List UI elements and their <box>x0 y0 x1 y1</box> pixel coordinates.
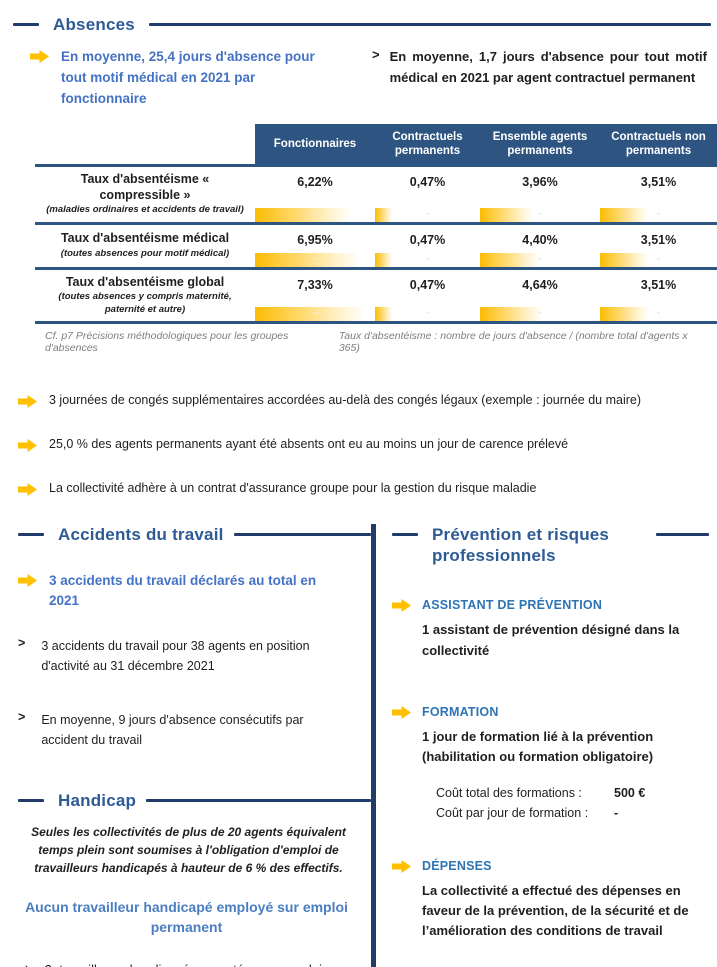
list-item: La collectivité adhère à un contrat d'as… <box>18 480 697 501</box>
left-column: Accidents du travail 3 accidents du trav… <box>0 523 376 967</box>
accidents-title: Accidents du travail <box>58 524 224 544</box>
handicap-note: Seules les collectivités de plus de 20 a… <box>31 824 346 875</box>
left-highlight-text: En moyenne, 25,4 jours d'absence pour to… <box>61 49 315 107</box>
yellow-arrow-icon <box>18 482 37 501</box>
data-bar: - <box>375 206 480 222</box>
footnote-left: Cf. p7 Précisions méthodologiques pour l… <box>45 329 289 354</box>
yellow-arrow-icon <box>18 438 37 457</box>
accidents-highlight: 3 accidents du travail déclarés au total… <box>18 571 371 612</box>
accidents-point: > En moyenne, 9 jours d'absence consécut… <box>18 710 371 750</box>
table-cell: 3,96% - <box>480 167 600 222</box>
gt-marker: > <box>18 709 26 724</box>
handicap-title: Handicap <box>58 790 137 810</box>
absences-intro: En moyenne, 25,4 jours d'absence pour to… <box>30 47 707 110</box>
table-cell: 3,51% - <box>600 270 717 321</box>
table-header-spacer <box>35 124 255 164</box>
table-cell: 3,51% - <box>600 167 717 222</box>
gt-marker: > <box>18 635 26 650</box>
table-row: Taux d'absentéisme global (toutes absenc… <box>35 266 717 324</box>
row-label: Taux d'absentéisme médical (toutes absen… <box>60 231 230 259</box>
absenteeism-table: Fonctionnaires Contractuels permanents E… <box>35 124 717 324</box>
subsection-body: 1 assistant de prévention désigné dans l… <box>422 622 680 658</box>
prevention-subsection: FORMATION 1 jour de formation lié à la p… <box>392 705 709 823</box>
subsection-body: La collectivité a effectué des dépenses … <box>422 882 689 939</box>
data-bar: - <box>600 206 717 222</box>
subsection-heading: DÉPENSES <box>392 859 709 878</box>
prevention-title: Prévention et risques professionnels <box>432 524 610 566</box>
data-bar: - <box>480 251 600 267</box>
data-bar: - <box>600 305 717 321</box>
row-label: Taux d'absentéisme « compressible » (mal… <box>46 172 244 216</box>
absences-title: Absences <box>53 15 135 34</box>
heading-dash <box>18 798 44 802</box>
table-row: Taux d'absentéisme « compressible » (mal… <box>35 164 717 222</box>
heading-line <box>148 23 711 26</box>
accidents-point: > 3 accidents du travail pour 38 agents … <box>18 636 371 676</box>
heading-line <box>146 798 371 802</box>
heading-line <box>233 532 371 536</box>
prevention-subsection: ASSISTANT DE PRÉVENTION 1 assistant de p… <box>392 598 709 660</box>
table-row: Taux d'absentéisme médical (toutes absen… <box>35 221 717 267</box>
handicap-highlight: Aucun travailleur handicapé employé sur … <box>25 898 348 936</box>
heading-dash <box>18 532 44 536</box>
table-footnotes: Cf. p7 Précisions méthodologiques pour l… <box>45 330 705 354</box>
data-bar: - <box>255 305 375 321</box>
key-value-line: Coût total des formations : 500 € <box>436 785 646 800</box>
column-header: Fonctionnaires <box>255 124 375 165</box>
yellow-arrow-icon <box>18 394 37 413</box>
yellow-arrow-icon <box>392 705 411 724</box>
yellow-arrow-icon <box>392 599 411 617</box>
key-value-line: Coût par jour de formation : - <box>436 805 619 820</box>
data-bar: - <box>375 305 480 321</box>
table-cell: 6,22% - <box>255 167 375 222</box>
yellow-arrow-icon <box>392 859 411 878</box>
accidents-section-heading: Accidents du travail <box>18 524 371 545</box>
table-header-row: Fonctionnaires Contractuels permanents E… <box>35 124 717 165</box>
data-bar: - <box>600 251 717 267</box>
heading-dash <box>13 23 39 26</box>
column-header: Ensemble agents permanents <box>480 124 600 165</box>
table-cell: 4,64% - <box>480 270 600 321</box>
heading-line <box>656 532 709 536</box>
absences-bullet-list: 3 journées de congés supplémentaires acc… <box>18 392 697 501</box>
data-bar: - <box>480 206 600 222</box>
subsection-heading: FORMATION <box>392 705 709 724</box>
table-cell: 3,51% - <box>600 225 717 267</box>
absences-section-heading: Absences <box>13 14 711 35</box>
prevention-section-heading: Prévention et risques professionnels <box>392 524 709 567</box>
heading-dash <box>392 532 418 536</box>
handicap-section-heading: Handicap <box>18 790 371 811</box>
yellow-arrow-icon <box>18 574 37 612</box>
subsection-body: 1 jour de formation lié à la prévention … <box>422 728 654 764</box>
absences-left-highlight: En moyenne, 25,4 jours d'absence pour to… <box>30 47 338 110</box>
table-cell: 4,40% - <box>480 225 600 267</box>
yellow-arrow-icon <box>30 50 49 110</box>
data-bar: - <box>480 305 600 321</box>
table-cell: 6,95% - <box>255 225 375 267</box>
table-cell: 0,47% - <box>375 225 480 267</box>
data-bar: - <box>255 251 375 267</box>
column-header: Contractuels permanents <box>375 124 480 165</box>
list-item: 3 journées de congés supplémentaires acc… <box>18 392 697 413</box>
column-header: Contractuels non permanents <box>600 124 717 165</box>
subsection-heading: ASSISTANT DE PRÉVENTION <box>392 598 709 617</box>
list-item: 25,0 % des agents permanents ayant été a… <box>18 436 697 457</box>
table-cell: 7,33% - <box>255 270 375 321</box>
data-bar: - <box>375 251 480 267</box>
table-cell: 0,47% - <box>375 270 480 321</box>
bottom-columns: Accidents du travail 3 accidents du trav… <box>0 523 717 967</box>
cost-lines: Coût total des formations : 500 € Coût p… <box>436 783 709 823</box>
hollow-arrow-icon: ⇨ <box>18 960 31 967</box>
gt-marker: > <box>372 47 380 63</box>
right-column: Prévention et risques professionnels ASS… <box>376 524 717 967</box>
absences-right-highlight: > En moyenne, 1,7 jours d'absence pour t… <box>372 47 707 110</box>
prevention-subsection: DÉPENSES La collectivité a effectué des … <box>392 859 709 967</box>
right-highlight-text: En moyenne, 1,7 jours d'absence pour tou… <box>389 49 707 86</box>
table-cell: 0,47% - <box>375 167 480 222</box>
row-label: Taux d'absentéisme global (toutes absenc… <box>58 274 232 315</box>
footnote-right: Taux d'absentéisme : nombre de jours d'a… <box>338 329 688 354</box>
handicap-point: ⇨ 2 travailleurs handicapés recrutés sur… <box>18 960 371 967</box>
data-bar: - <box>255 206 375 222</box>
